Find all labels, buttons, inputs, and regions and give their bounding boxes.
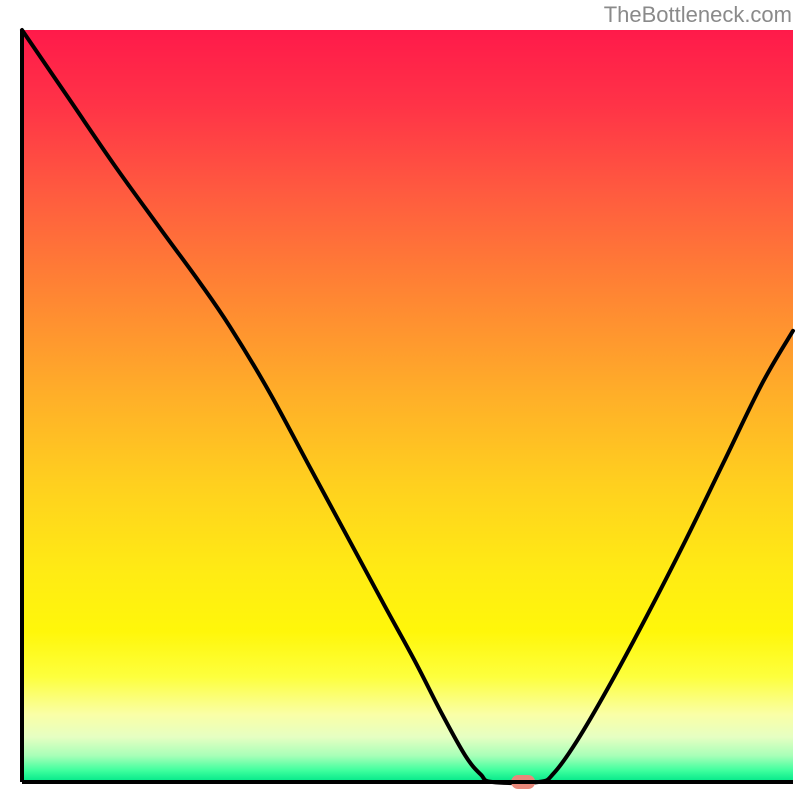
- chart-svg: [0, 0, 800, 800]
- watermark-text: TheBottleneck.com: [604, 2, 792, 28]
- plot-background: [22, 30, 793, 782]
- bottleneck-chart: TheBottleneck.com: [0, 0, 800, 800]
